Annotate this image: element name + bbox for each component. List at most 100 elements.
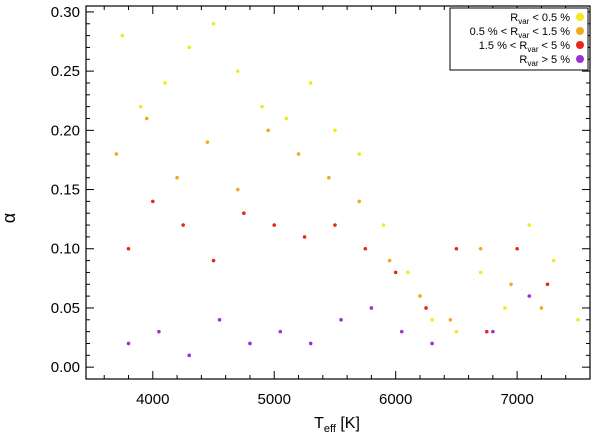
y-ticks: 0.00 0.05 0.10 0.15 0.20 0.25 0.30	[51, 4, 590, 376]
y-tick-label: 0.00	[51, 359, 80, 376]
legend-text-var: R	[510, 26, 518, 38]
legend-box	[449, 7, 589, 71]
y-tick-label: 0.15	[51, 182, 80, 199]
x-axis-label-sub: eff	[324, 423, 337, 435]
legend-item-1: Rvar < 0.5 %	[510, 12, 570, 26]
data-point	[217, 317, 222, 322]
legend-item-3: 1.5 % < Rvar < 5 %	[479, 40, 570, 54]
plot-frame	[85, 5, 591, 380]
data-point	[333, 128, 337, 133]
data-point	[339, 317, 343, 322]
legend-text-post: > 5 %	[539, 54, 571, 66]
legend-item-4: Rvar > 5 %	[519, 54, 570, 68]
x-tick-label: 7000	[500, 391, 533, 408]
data-point	[236, 69, 240, 73]
data-point	[248, 341, 252, 346]
plot-layer	[114, 21, 580, 358]
data-point	[144, 116, 149, 121]
data-point	[448, 317, 453, 322]
data-point	[187, 353, 192, 358]
data-point	[266, 128, 270, 133]
data-point	[406, 270, 410, 275]
x-axis-label: Teff [K]	[314, 415, 360, 435]
legend-text-post: < 1.5 %	[529, 26, 570, 38]
y-tick-label: 0.20	[51, 122, 80, 139]
data-point	[181, 223, 185, 227]
data-point	[157, 329, 161, 334]
data-point	[302, 235, 307, 239]
y-axis-label: α	[0, 213, 19, 223]
data-point	[369, 306, 374, 310]
legend-text-var: R	[519, 54, 527, 66]
legend-swatch-3	[576, 41, 584, 49]
data-point	[163, 81, 167, 85]
data-point	[211, 258, 216, 263]
legend-text-var: R	[519, 40, 527, 52]
data-point	[278, 329, 283, 334]
data-point	[357, 199, 362, 204]
data-point	[114, 152, 119, 156]
data-point	[120, 33, 125, 38]
x-axis-label-main: T	[314, 415, 324, 432]
data-point	[284, 116, 289, 121]
legend-text-var: R	[510, 12, 518, 24]
data-point	[260, 104, 264, 109]
legend-text-sub: var	[527, 59, 538, 68]
data-point	[242, 211, 246, 216]
data-point	[187, 45, 192, 50]
legend-text-pre: 1.5 % <	[479, 40, 520, 52]
legend-text-sub: var	[527, 45, 538, 54]
x-tick-label: 6000	[379, 391, 412, 408]
legend-text-sub: var	[518, 31, 529, 40]
legend-item-2: 0.5 % < Rvar < 1.5 %	[470, 26, 571, 40]
x-tick-label: 4000	[136, 391, 169, 408]
data-point	[138, 104, 143, 109]
y-tick-label: 0.05	[51, 300, 80, 317]
series-1	[120, 21, 580, 334]
data-point	[205, 140, 210, 144]
data-point	[551, 258, 556, 263]
series-3	[126, 199, 550, 334]
legend: Rvar < 0.5 %0.5 % < Rvar < 1.5 %1.5 % < …	[449, 7, 589, 71]
x-tick-label: 5000	[258, 391, 291, 408]
data-point	[430, 317, 434, 322]
data-point	[491, 329, 495, 334]
data-point	[381, 223, 386, 227]
x-ticks: 4000 5000 6000 7000	[103, 6, 567, 408]
data-point	[175, 175, 179, 180]
data-point	[545, 282, 550, 287]
legend-text-post: < 0.5 %	[529, 12, 570, 24]
data-point	[308, 81, 313, 85]
data-point	[387, 258, 392, 263]
data-point	[527, 223, 532, 227]
data-point	[296, 152, 301, 156]
data-point	[478, 246, 483, 251]
data-point	[211, 21, 216, 26]
series-2	[114, 116, 544, 322]
data-point	[236, 187, 240, 192]
data-point	[363, 246, 368, 251]
data-point	[399, 329, 404, 334]
legend-text-sub: var	[518, 17, 529, 26]
y-tick-label: 0.30	[51, 4, 80, 21]
data-point	[576, 317, 580, 322]
data-point	[126, 341, 131, 346]
data-point	[357, 152, 362, 156]
data-point	[454, 246, 459, 251]
legend-text-pre: 0.5 % <	[470, 26, 511, 38]
data-point	[424, 306, 428, 310]
data-point	[527, 294, 532, 298]
data-point	[503, 306, 507, 310]
data-point	[515, 246, 519, 251]
data-point	[327, 175, 331, 180]
data-point	[478, 270, 483, 275]
legend-swatch-2	[576, 27, 584, 35]
data-point	[308, 341, 313, 346]
data-point	[151, 199, 155, 204]
data-point	[484, 329, 489, 334]
data-point	[393, 270, 398, 275]
data-point	[509, 282, 513, 287]
legend-swatch-1	[576, 13, 584, 21]
